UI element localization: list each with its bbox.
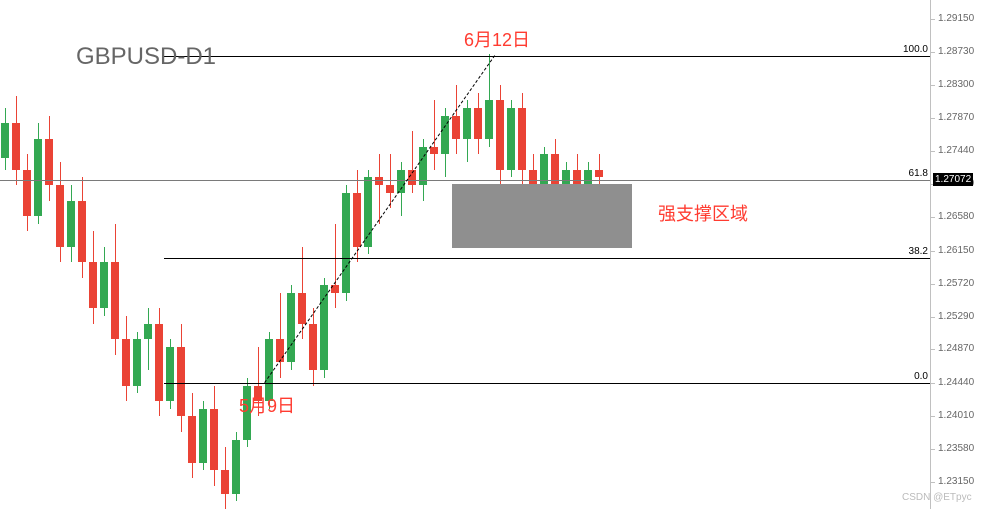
candle-body <box>342 193 350 293</box>
ytick-label: 1.24870 <box>938 343 974 354</box>
ytick-label: 1.27440 <box>938 145 974 156</box>
candle-body <box>210 409 218 471</box>
candle-body <box>78 201 86 263</box>
candle-body <box>100 262 108 308</box>
ytick-label: 1.26150 <box>938 245 974 256</box>
fib-label: 100.0 <box>903 44 928 55</box>
candle-body <box>221 470 229 493</box>
ytick <box>930 349 935 350</box>
yaxis-line <box>930 0 931 509</box>
candle-body <box>595 170 603 178</box>
candle-body <box>485 100 493 139</box>
candle-body <box>34 139 42 216</box>
fib-label: 61.8 <box>909 168 928 179</box>
current-price-line <box>0 180 930 181</box>
candle-body <box>507 108 515 170</box>
candle-wick <box>280 293 281 378</box>
ytick-label: 1.23580 <box>938 443 974 454</box>
candle-body <box>573 170 581 185</box>
annotation-date-bottom: 5月9日 <box>239 392 295 418</box>
candle-body <box>518 108 526 170</box>
fib-line <box>164 258 930 259</box>
fib-line <box>164 383 930 384</box>
ytick-label: 1.24010 <box>938 410 974 421</box>
fib-label: 38.2 <box>909 246 928 257</box>
candle-body <box>67 201 75 247</box>
candle-body <box>166 347 174 401</box>
candle-wick <box>379 154 380 223</box>
current-price-tag: 1.27072 <box>933 173 973 186</box>
annotation-support-lbl: 强支撑区域 <box>658 200 748 226</box>
fib-line <box>164 180 930 181</box>
candle-body <box>122 339 130 385</box>
candle-body <box>353 193 361 247</box>
ytick-label: 1.25290 <box>938 311 974 322</box>
ytick <box>930 383 935 384</box>
ytick <box>930 217 935 218</box>
candle-body <box>584 170 592 185</box>
candle-wick <box>335 224 336 309</box>
candle-body <box>474 108 482 139</box>
candle-body <box>309 324 317 370</box>
candle-body <box>463 108 471 139</box>
ytick <box>930 449 935 450</box>
candle-wick <box>434 100 435 169</box>
ytick <box>930 85 935 86</box>
candle-body <box>496 100 504 169</box>
ytick <box>930 317 935 318</box>
ytick-label: 1.27870 <box>938 112 974 123</box>
candle-body <box>386 185 394 193</box>
ytick <box>930 482 935 483</box>
candle-body <box>188 416 196 462</box>
candle-body <box>144 324 152 339</box>
candle-body <box>155 324 163 401</box>
fib-line <box>164 56 930 57</box>
candle-body <box>23 170 31 216</box>
ytick <box>930 151 935 152</box>
candlestick-chart: 1.29150 1.28730 1.28300 1.27870 1.27440 1.270… <box>0 0 992 509</box>
ytick <box>930 284 935 285</box>
ytick-label: 1.28300 <box>938 79 974 90</box>
candle-body <box>298 293 306 324</box>
candle-wick <box>148 308 149 370</box>
fib-label: 0.0 <box>914 371 928 382</box>
ytick-label: 1.23150 <box>938 476 974 487</box>
ytick-label: 1.24440 <box>938 377 974 388</box>
candle-body <box>45 139 53 185</box>
ytick <box>930 52 935 53</box>
ytick <box>930 118 935 119</box>
candle-body <box>56 185 64 247</box>
ytick-label: 1.29150 <box>938 13 974 24</box>
candle-body <box>89 262 97 308</box>
ytick <box>930 416 935 417</box>
candle-body <box>1 123 9 158</box>
support-zone <box>452 184 632 248</box>
candle-body <box>232 440 240 494</box>
annotation-date-top: 6月12日 <box>464 26 530 52</box>
ytick <box>930 19 935 20</box>
candle-body <box>111 262 119 339</box>
ytick-label: 1.26580 <box>938 211 974 222</box>
candle-body <box>430 147 438 155</box>
candle-body <box>12 123 20 169</box>
chart-title: GBPUSD-D1 <box>76 43 216 71</box>
candle-body <box>133 339 141 385</box>
watermark: CSDN @ETpyc <box>902 492 972 503</box>
candle-body <box>287 293 295 362</box>
ytick-label: 1.25720 <box>938 278 974 289</box>
candle-body <box>452 116 460 139</box>
ytick <box>930 251 935 252</box>
candle-body <box>199 409 207 463</box>
ytick-label: 1.28730 <box>938 46 974 57</box>
